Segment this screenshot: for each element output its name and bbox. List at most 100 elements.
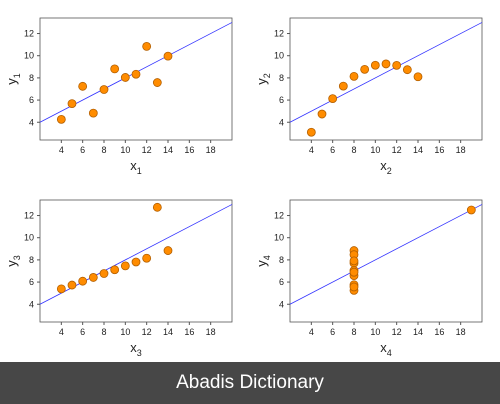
x-axis-label: x1 — [130, 158, 142, 176]
point — [67, 280, 77, 290]
y-tick-label: 4 — [29, 117, 34, 127]
point — [120, 261, 130, 271]
x-tick-label: 6 — [80, 327, 85, 337]
y-tick-label: 6 — [29, 277, 34, 287]
x-tick-label: 14 — [163, 327, 173, 337]
y-label-main: y — [4, 260, 19, 267]
y-tick-label: 8 — [279, 255, 284, 265]
x-tick-label: 10 — [120, 145, 130, 155]
x-tick-label: 6 — [80, 145, 85, 155]
x-label-sub: 4 — [387, 348, 392, 358]
x-tick-label: 16 — [434, 327, 444, 337]
y-label-sub: 3 — [12, 255, 22, 260]
x-label-main: x — [130, 158, 137, 173]
y-tick-label: 8 — [29, 255, 34, 265]
point — [67, 99, 77, 109]
point — [402, 65, 412, 75]
y-label-main: y — [4, 78, 19, 85]
point — [349, 71, 359, 81]
point — [370, 60, 380, 70]
x-tick-label: 18 — [456, 327, 466, 337]
point — [349, 282, 359, 292]
y-axis-label: y3 — [4, 255, 22, 267]
y-tick-label: 10 — [24, 233, 34, 243]
point — [392, 60, 402, 70]
y-tick-label: 10 — [24, 51, 34, 61]
x-tick-label: 14 — [163, 145, 173, 155]
y-tick-label: 6 — [279, 95, 284, 105]
x-tick-label: 10 — [120, 327, 130, 337]
y-tick-label: 12 — [24, 211, 34, 221]
x-tick-label: 12 — [142, 327, 152, 337]
point — [360, 64, 370, 74]
point — [78, 276, 88, 286]
point — [317, 109, 327, 119]
x-tick-label: 18 — [456, 145, 466, 155]
point — [349, 256, 359, 266]
x-tick-label: 16 — [184, 327, 194, 337]
point — [142, 41, 152, 51]
fit-line — [289, 204, 483, 305]
y-label-sub: 1 — [12, 73, 22, 78]
y-tick-label: 8 — [29, 73, 34, 83]
y-tick-label: 6 — [29, 95, 34, 105]
fit-line — [39, 204, 233, 305]
x-label-sub: 2 — [387, 166, 392, 176]
x-tick-label: 4 — [59, 327, 64, 337]
plot-frame — [39, 199, 233, 323]
y-tick-label: 4 — [29, 299, 34, 309]
x-tick-label: 12 — [392, 145, 402, 155]
point — [56, 114, 66, 124]
point — [413, 72, 423, 82]
x-tick-label: 4 — [309, 145, 314, 155]
point — [338, 81, 348, 91]
y-label-sub: 2 — [262, 73, 272, 78]
x-label-main: x — [130, 340, 137, 355]
x-tick-label: 4 — [59, 145, 64, 155]
x-tick-label: 8 — [351, 327, 356, 337]
y-tick-label: 10 — [274, 51, 284, 61]
x-axis-label: x2 — [380, 158, 392, 176]
x-tick-label: 4 — [309, 327, 314, 337]
x-label-sub: 3 — [137, 348, 142, 358]
x-tick-label: 16 — [434, 145, 444, 155]
plot-frame — [289, 199, 483, 323]
x-tick-label: 8 — [101, 327, 106, 337]
point — [110, 64, 120, 74]
x-tick-label: 8 — [351, 145, 356, 155]
point — [78, 81, 88, 91]
x-label-sub: 1 — [137, 166, 142, 176]
plot-frame — [289, 17, 483, 141]
y-tick-label: 4 — [279, 299, 284, 309]
y-axis-label: y1 — [4, 73, 22, 85]
y-label-sub: 4 — [262, 255, 272, 260]
x-axis-label: x3 — [130, 340, 142, 358]
point — [110, 265, 120, 275]
point — [466, 205, 476, 215]
point — [152, 202, 162, 212]
x-label-main: x — [380, 158, 387, 173]
point — [88, 273, 98, 282]
point — [88, 108, 98, 118]
point — [349, 267, 359, 277]
footer: Abadis Dictionary — [0, 362, 500, 404]
point — [99, 269, 109, 278]
point — [306, 127, 316, 137]
point — [381, 59, 391, 69]
x-tick-label: 12 — [392, 327, 402, 337]
point — [328, 94, 338, 104]
y-tick-label: 10 — [274, 233, 284, 243]
x-tick-label: 12 — [142, 145, 152, 155]
point — [142, 253, 152, 263]
x-label-main: x — [380, 340, 387, 355]
y-axis-label: y4 — [254, 255, 272, 267]
x-tick-label: 14 — [413, 327, 423, 337]
y-tick-label: 4 — [279, 117, 284, 127]
point — [163, 246, 173, 255]
